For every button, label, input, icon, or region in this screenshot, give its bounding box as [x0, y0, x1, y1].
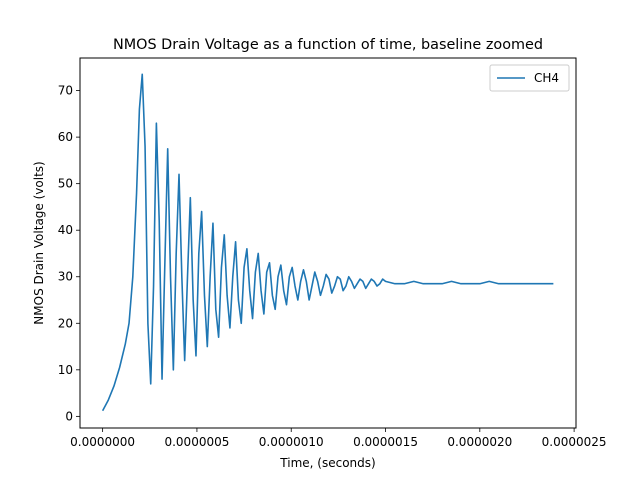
- y-axis-label: NMOS Drain Voltage (volts): [32, 161, 46, 324]
- y-tick-label: 10: [58, 363, 73, 377]
- x-tick-label: 0.0000020: [447, 435, 512, 449]
- legend: CH4: [489, 64, 570, 92]
- x-tick-label: 0.0000015: [353, 435, 418, 449]
- y-tick-label: 0: [65, 409, 73, 423]
- y-tick-label: 60: [58, 130, 73, 144]
- legend-box: [489, 64, 570, 92]
- y-tick-label: 20: [58, 316, 73, 330]
- x-tick-label: 0.0000005: [164, 435, 229, 449]
- y-tick-label: 40: [58, 223, 73, 237]
- x-axis: 0.0000000 0.0000005 0.0000010 0.0000015 0.00…: [70, 428, 607, 449]
- plot-area: [101, 73, 554, 412]
- x-tick-label: 0.0000000: [70, 435, 135, 449]
- series-line-ch4: [101, 73, 554, 412]
- x-tick-label: 0.0000025: [542, 435, 607, 449]
- y-axis: 0 10 20 30 40 50 60 70: [58, 84, 80, 423]
- legend-label-ch4: CH4: [534, 71, 559, 85]
- x-tick-label: 0.0000010: [259, 435, 324, 449]
- axes-frame: [79, 57, 577, 429]
- y-tick-label: 70: [58, 84, 73, 98]
- y-tick-label: 50: [58, 177, 73, 191]
- x-axis-label: Time, (seconds): [279, 456, 375, 470]
- chart-title: NMOS Drain Voltage as a function of time…: [113, 37, 543, 53]
- y-tick-label: 30: [58, 270, 73, 284]
